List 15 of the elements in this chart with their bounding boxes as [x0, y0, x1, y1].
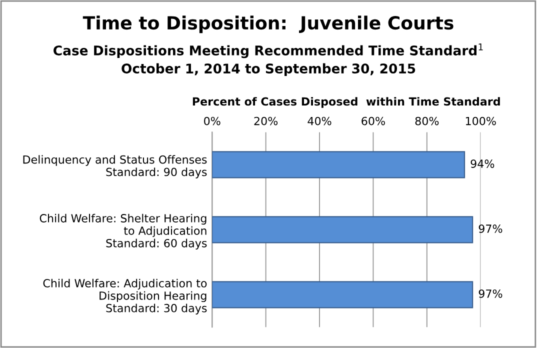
x-tick-label: 60%	[362, 116, 385, 126]
x-tick-label: 100%	[466, 116, 496, 126]
x-tick-label: 20%	[254, 116, 278, 126]
x-tick-label: 40%	[308, 116, 332, 126]
data-label: 97%	[478, 224, 502, 233]
chart-title: Time to Disposition: Juvenile Courts	[82, 16, 454, 34]
x-tick-label: 0%	[204, 116, 220, 126]
x-axis-title: Percent of Cases Disposed within Time Standard	[192, 97, 500, 108]
y-tick-label: Child Welfare: Adjudication to Disposition Hearing Standard: 30 days	[43, 278, 207, 314]
y-tick-label: Delinquency and Status Offenses Standard: 90 days	[23, 155, 207, 178]
data-label: 94%	[470, 160, 494, 168]
y-tick-label: Child Welfare: Shelter Hearing to Adjudication Standard: 60 days	[40, 214, 207, 250]
text: Case Dispositions Meeting Recommended Time Standard$^{1}$ October 1, 2014 to September 30, 2015	[54, 44, 483, 76]
data-label: 97%	[478, 289, 502, 298]
x-tick-label: 80%	[415, 116, 439, 126]
